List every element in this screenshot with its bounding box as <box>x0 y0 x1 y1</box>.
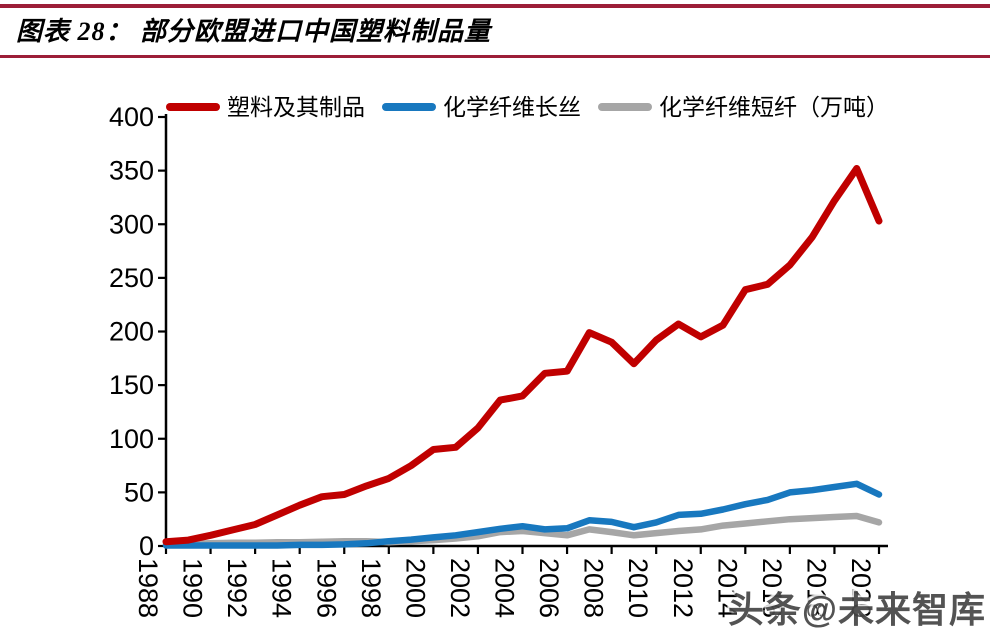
series-line-1 <box>162 480 883 549</box>
y-axis-tick-label: 100 <box>109 424 154 454</box>
x-axis-tick-label: 2008 <box>579 558 609 618</box>
series-line-0 <box>162 165 883 546</box>
x-axis-tick-label: 2002 <box>445 558 475 618</box>
axis-lines <box>164 114 888 548</box>
y-axis-tick-label: 50 <box>124 477 154 507</box>
legend-swatch-red-line-icon <box>166 103 220 111</box>
legend-swatch-blue-line-icon <box>382 103 436 111</box>
title-bottom-rule <box>0 55 990 58</box>
x-axis-tick-label: 2010 <box>623 558 653 618</box>
y-axis-tick-label: 200 <box>109 317 154 347</box>
chart-legend: 塑料及其制品 化学纤维长丝 化学纤维短纤（万吨） <box>166 92 889 122</box>
x-axis-tick-label: 1996 <box>311 558 341 618</box>
x-axis-tick-label: 1994 <box>267 558 297 618</box>
y-axis-tick-label: 350 <box>109 156 154 186</box>
x-axis-tick-label: 1992 <box>222 558 252 618</box>
x-axis-tick-label: 2000 <box>400 558 430 618</box>
legend-item-filament: 化学纤维长丝 <box>382 96 581 119</box>
legend-label-staple: 化学纤维短纤（万吨） <box>659 94 889 120</box>
legend-item-plastics: 塑料及其制品 <box>166 96 365 119</box>
title-top-rule <box>0 4 990 8</box>
x-axis-tick-label: 2004 <box>490 558 520 618</box>
legend-label-plastics: 塑料及其制品 <box>227 94 365 120</box>
x-axis-tick-label: 1998 <box>356 558 386 618</box>
x-axis-tick-label: 2006 <box>534 558 564 618</box>
chart-title: 图表 28： 部分欧盟进口中国塑料制品量 <box>16 17 492 46</box>
x-axis-tick-label: 1988 <box>133 558 163 618</box>
x-axis-tick-label: 1990 <box>178 558 208 618</box>
y-axis-tick-label: 300 <box>109 209 154 239</box>
legend-item-staple: 化学纤维短纤（万吨） <box>598 96 889 119</box>
x-axis-tick-label: 2012 <box>668 558 698 618</box>
x-axis-tick-label: 2014 <box>712 558 742 618</box>
x-axis-tick-label: 2020 <box>846 558 876 618</box>
legend-label-filament: 化学纤维长丝 <box>443 94 581 120</box>
x-axis-tick-label: 2018 <box>801 558 831 618</box>
x-axis-tick-label: 2016 <box>757 558 787 618</box>
legend-swatch-gray-line-icon <box>598 103 652 111</box>
y-axis-tick-label: 150 <box>109 370 154 400</box>
y-axis-tick-label: 250 <box>109 263 154 293</box>
watermark: 头条@未来智库 <box>727 589 986 630</box>
y-axis-tick-label: 0 <box>139 531 154 561</box>
y-axis-tick-label: 400 <box>109 102 154 132</box>
